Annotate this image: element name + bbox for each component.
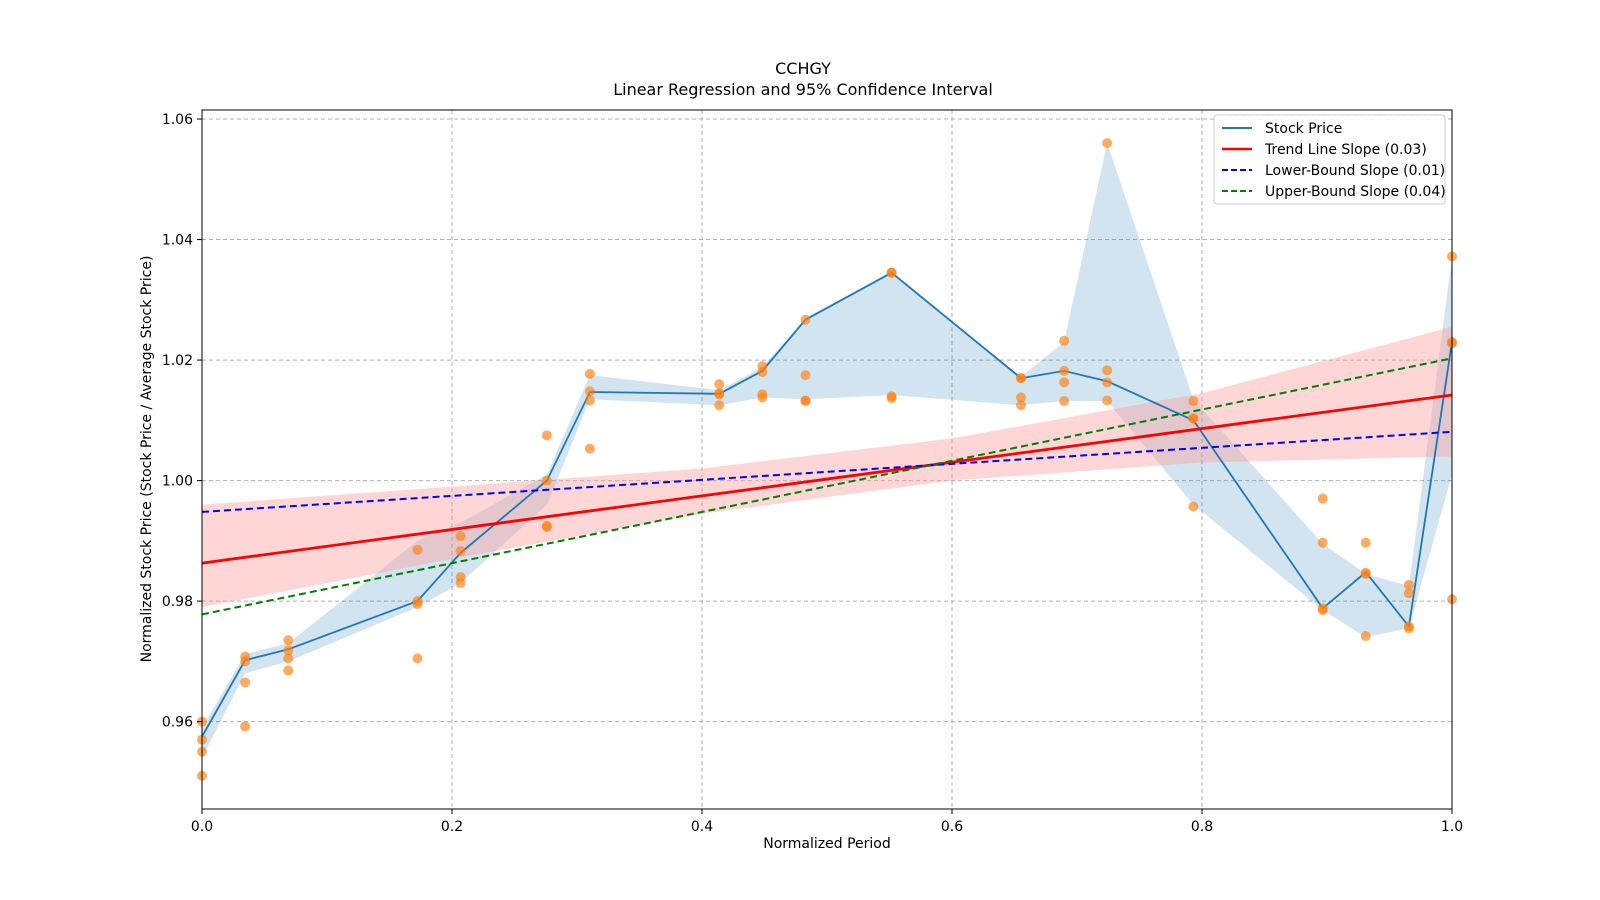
legend-box xyxy=(1213,114,1446,205)
y-axis-label: Normalized Stock Price (Stock Price / Av… xyxy=(139,256,155,663)
legend-label-1: Trend Line Slope (0.03) xyxy=(1264,142,1427,158)
scatter-point-61 xyxy=(1317,537,1328,548)
scatter-point-67 xyxy=(1360,631,1371,642)
y-tick-label-1: 0.98 xyxy=(162,594,193,610)
trend-confidence-band xyxy=(202,326,1452,608)
scatter-point-28 xyxy=(714,379,725,390)
scatter-point-27 xyxy=(584,443,595,454)
legend-label-2: Lower-Bound Slope (0.01) xyxy=(1265,163,1445,179)
scatter-point-66 xyxy=(1360,568,1371,579)
y-tick-label-2: 1.00 xyxy=(162,474,193,490)
scatter-point-71 xyxy=(1403,623,1414,634)
scatter-point-45 xyxy=(1016,392,1026,403)
scatter-point-53 xyxy=(1102,365,1113,376)
scatter-point-12 xyxy=(412,544,423,555)
scatter-point-36 xyxy=(800,314,811,325)
x-axis-ticks: 0.0 0.2 0.4 0.6 0.8 1.0 xyxy=(191,809,1463,835)
trend-line xyxy=(201,393,1453,565)
scatter-point-69 xyxy=(1403,588,1414,599)
scatter-point-9 xyxy=(283,653,294,664)
scatter-point-49 xyxy=(1059,365,1070,376)
scatter-point-17 xyxy=(455,546,466,557)
chart-title: CCHGY xyxy=(775,59,831,78)
scatter-point-64 xyxy=(1360,537,1371,548)
scatter-point-39 xyxy=(800,395,811,406)
scatter-point-59 xyxy=(1188,501,1199,512)
x-axis-label: Normalized Period xyxy=(763,836,891,852)
scatter-point-10 xyxy=(283,645,294,656)
scatter-point-60 xyxy=(1317,493,1328,504)
chart-subtitle: Linear Regression and 95% Confidence Int… xyxy=(613,80,993,99)
scatter-point-25 xyxy=(584,386,595,397)
x-tick-label-5: 1.0 xyxy=(1441,819,1463,835)
x-tick-label-2: 0.4 xyxy=(691,819,713,835)
scatter-point-14 xyxy=(412,599,423,610)
scatter-point-24 xyxy=(584,368,595,379)
scatter-point-5 xyxy=(240,656,251,667)
scatter-point-56 xyxy=(1188,396,1199,407)
scatter-point-55 xyxy=(1102,395,1113,406)
x-tick-label-4: 0.8 xyxy=(1191,819,1213,835)
scatter-point-31 xyxy=(714,389,725,400)
scatter-point-30 xyxy=(714,400,725,411)
scatter-point-50 xyxy=(1059,377,1070,388)
plot-frame xyxy=(201,109,1453,810)
scatter-point-37 xyxy=(800,370,811,381)
scatter-point-46 xyxy=(1016,400,1026,411)
y-tick-label-3: 1.02 xyxy=(162,353,193,369)
scatter-point-15 xyxy=(412,653,423,664)
scatter-point-8 xyxy=(283,635,294,646)
scatter-point-43 xyxy=(886,267,897,278)
scatter-point-47 xyxy=(1016,373,1026,384)
scatter-point-23 xyxy=(541,521,552,532)
scatter-point-58 xyxy=(1188,413,1199,424)
scatter-point-54 xyxy=(1102,377,1113,388)
scatter-point-11 xyxy=(283,665,294,676)
scatter-point-7 xyxy=(240,721,251,732)
scatter-point-63 xyxy=(1317,605,1328,616)
y-tick-label-5: 1.06 xyxy=(162,112,193,128)
scatter-point-42 xyxy=(886,393,897,404)
scatter-point-20 xyxy=(541,430,552,441)
scatter-point-21 xyxy=(541,475,552,486)
scatter-point-48 xyxy=(1059,335,1070,346)
y-tick-label-4: 1.04 xyxy=(162,233,193,249)
legend: Stock Price Trend Line Slope (0.03) Lower-… xyxy=(1213,114,1446,205)
legend-label-3: Upper-Bound Slope (0.04) xyxy=(1265,184,1446,200)
legend-label-0: Stock Price xyxy=(1265,121,1342,137)
scatter-point-26 xyxy=(584,395,595,406)
y-tick-label-0: 0.96 xyxy=(162,715,193,731)
stock-price-band xyxy=(202,143,1452,758)
x-tick-label-0: 0.0 xyxy=(191,819,213,835)
scatter-point-51 xyxy=(1059,396,1070,407)
x-tick-label-3: 0.6 xyxy=(941,819,963,835)
scatter-point-33 xyxy=(757,367,768,378)
x-tick-label-1: 0.2 xyxy=(441,819,463,835)
scatter-point-19 xyxy=(455,578,466,589)
scatter-point-6 xyxy=(240,677,251,688)
scatter-point-52 xyxy=(1102,138,1113,149)
scatter-point-68 xyxy=(1403,579,1414,590)
scatter-point-35 xyxy=(757,392,768,403)
confidence-bands xyxy=(202,143,1452,758)
upper-bound-line xyxy=(201,357,1453,616)
y-axis-ticks: 0.96 0.98 1.00 1.02 1.04 1.06 xyxy=(162,112,202,731)
scatter-point-16 xyxy=(455,531,466,542)
